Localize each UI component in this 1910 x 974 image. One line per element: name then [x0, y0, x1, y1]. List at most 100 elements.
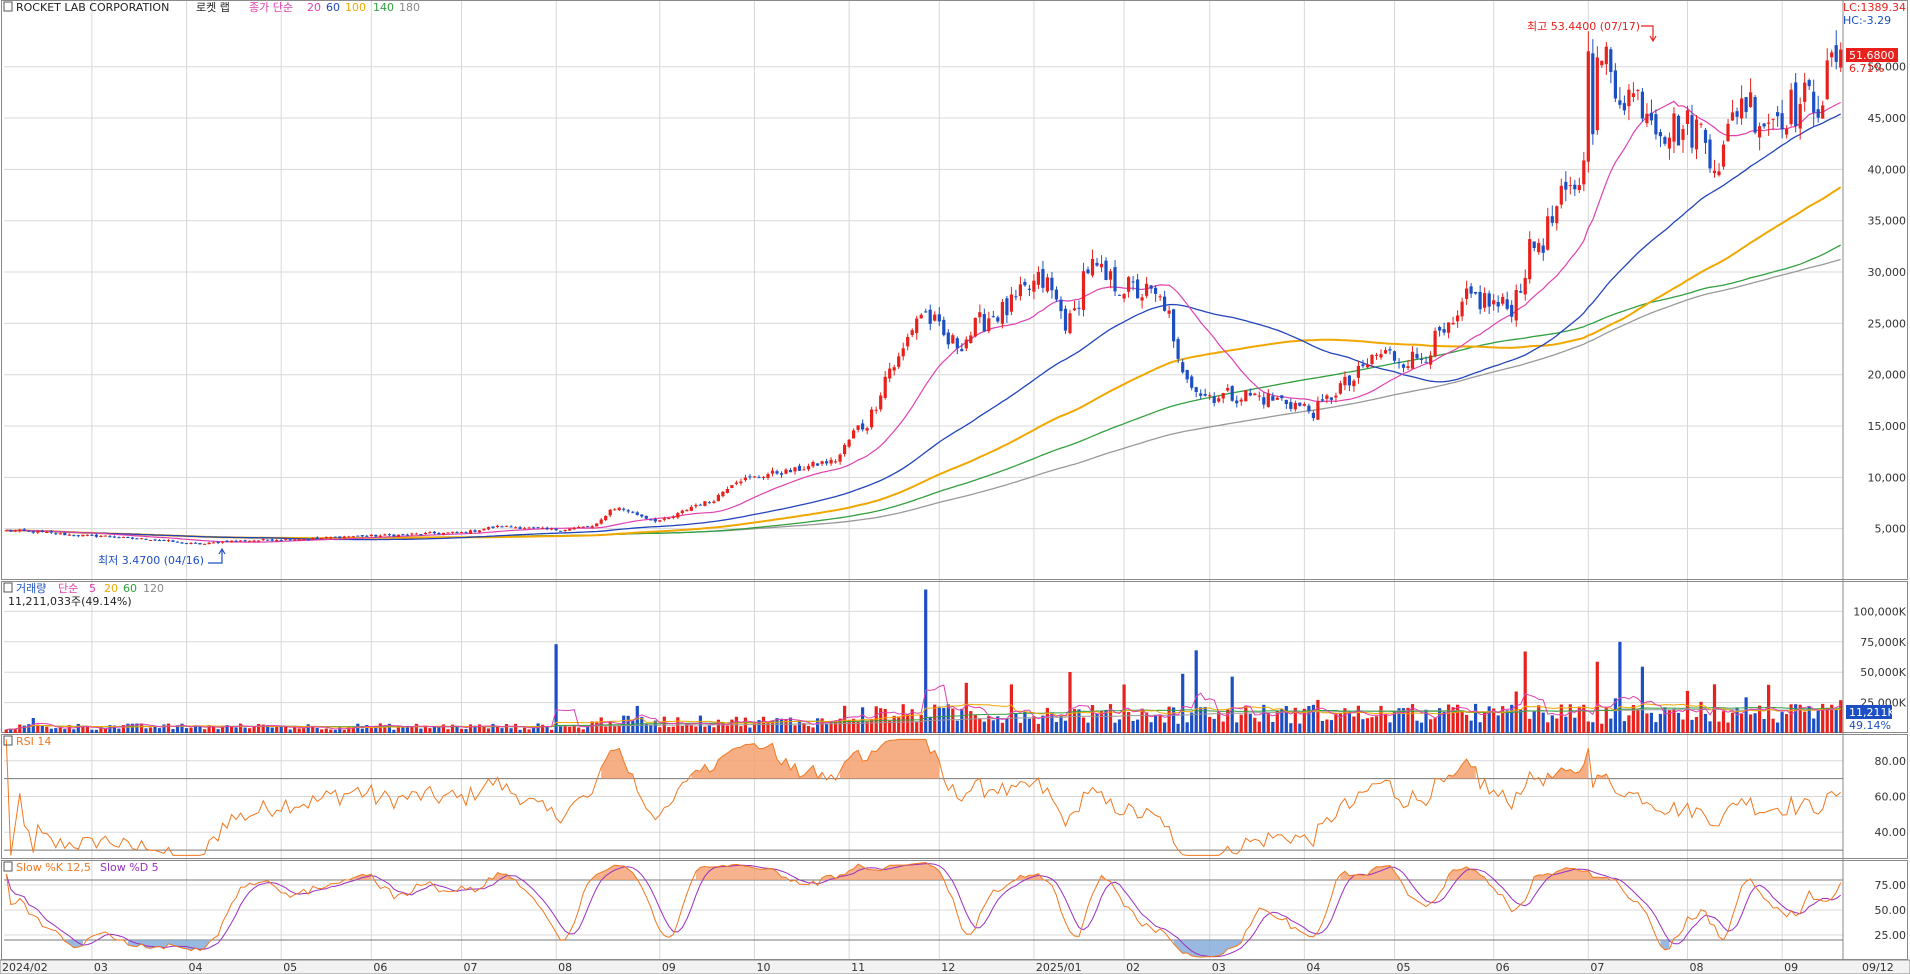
grid-layer — [4, 0, 1843, 960]
volume-bar — [112, 725, 116, 733]
candle-body — [459, 532, 464, 534]
candle-body — [1383, 350, 1388, 354]
candle-body — [103, 535, 107, 537]
volume-bar — [464, 729, 468, 733]
candle-body — [1478, 291, 1482, 310]
candle-body — [779, 473, 784, 475]
candle-body — [279, 540, 283, 542]
volume-bar — [1676, 712, 1681, 733]
volume-bar — [779, 718, 784, 733]
candle-body — [324, 537, 328, 538]
candle-body — [874, 409, 878, 411]
candle-body — [414, 533, 418, 535]
volume-bar — [811, 727, 815, 733]
volume-bar — [504, 724, 509, 733]
volume-bar — [550, 729, 554, 733]
candle-body — [1514, 290, 1518, 321]
volume-bar — [1550, 715, 1554, 733]
candle-body — [1352, 380, 1356, 387]
volume-bar — [243, 727, 247, 733]
volume-bar — [559, 726, 563, 733]
volume-bar — [725, 725, 729, 733]
volume-bar — [423, 725, 427, 733]
volume-bar — [635, 705, 639, 733]
candle-body — [1289, 402, 1293, 409]
candle-body — [861, 423, 865, 430]
volume-bar — [1591, 722, 1595, 733]
candle-body — [892, 367, 896, 371]
volume-bar — [1794, 704, 1798, 733]
menu-box-icon[interactable] — [3, 735, 13, 746]
volume-bar — [1352, 716, 1356, 733]
candle-body — [1298, 402, 1302, 406]
volume-bar — [969, 711, 973, 733]
candle-body — [275, 540, 279, 542]
candle-body — [1789, 89, 1793, 125]
candle-body — [54, 533, 58, 535]
volume-bar — [103, 728, 107, 733]
volume-bar — [861, 707, 865, 733]
volume-bar — [568, 726, 572, 733]
volume-bar — [486, 728, 491, 733]
volume-bar — [982, 721, 986, 733]
candle-body — [58, 533, 62, 535]
candle-body — [90, 534, 94, 536]
volume-bar — [1108, 704, 1113, 733]
candle-body — [360, 535, 364, 537]
candle-body — [770, 470, 775, 474]
volume-bar — [586, 725, 590, 733]
volume-bar — [1767, 684, 1771, 733]
candle-body — [960, 349, 964, 352]
candle-body — [153, 539, 157, 541]
pane-frame — [1, 581, 1908, 733]
candle-body — [225, 540, 229, 542]
candle-body — [486, 527, 491, 530]
candle-body — [676, 513, 680, 518]
candle-body — [590, 526, 594, 528]
volume-bar — [1577, 706, 1581, 733]
candle-body — [1419, 358, 1424, 360]
volume-bar — [139, 723, 144, 733]
candle-body — [369, 534, 373, 537]
volume-bar — [1329, 720, 1333, 733]
volume-bar — [707, 725, 711, 733]
volume-bar — [257, 724, 261, 733]
x-tick-label: 05 — [1397, 961, 1411, 974]
menu-box-icon[interactable] — [3, 861, 13, 872]
candle-body — [1181, 362, 1185, 373]
volume-bar — [1136, 719, 1140, 733]
volume-bar — [54, 728, 58, 733]
candle-body — [775, 471, 779, 474]
volume-bar — [1703, 713, 1708, 733]
volume-bar — [1018, 722, 1022, 733]
candle-body — [1600, 60, 1604, 66]
pane-frame — [1, 0, 1908, 580]
ma-20-line — [6, 100, 1841, 543]
volume-bar — [437, 726, 441, 733]
candle-body — [1658, 132, 1662, 137]
candle-body — [257, 540, 261, 542]
volume-bar — [414, 723, 418, 733]
candle-body — [450, 531, 455, 533]
volume-bar — [1284, 706, 1288, 733]
volume-bar — [788, 717, 793, 733]
candle-body — [230, 540, 234, 543]
volume-bar — [225, 725, 229, 733]
candle-body — [847, 439, 851, 447]
menu-box-icon[interactable] — [3, 582, 13, 593]
menu-box-icon[interactable] — [3, 1, 13, 12]
volume-bar — [94, 729, 98, 733]
price-tick-label: 30,000 — [1868, 266, 1907, 279]
candle-body — [401, 534, 405, 536]
volume-bar — [293, 726, 297, 733]
volume-bar — [1379, 705, 1383, 733]
candle-body — [1275, 397, 1279, 400]
candle-body — [919, 314, 923, 319]
volume-bar — [1672, 708, 1676, 733]
candle-body — [1217, 398, 1221, 402]
volume-bar — [653, 720, 657, 733]
volume-bar — [532, 727, 536, 733]
candle-body — [1573, 184, 1577, 190]
volume-bar — [1465, 714, 1469, 733]
chart-marks — [4, 30, 1843, 958]
